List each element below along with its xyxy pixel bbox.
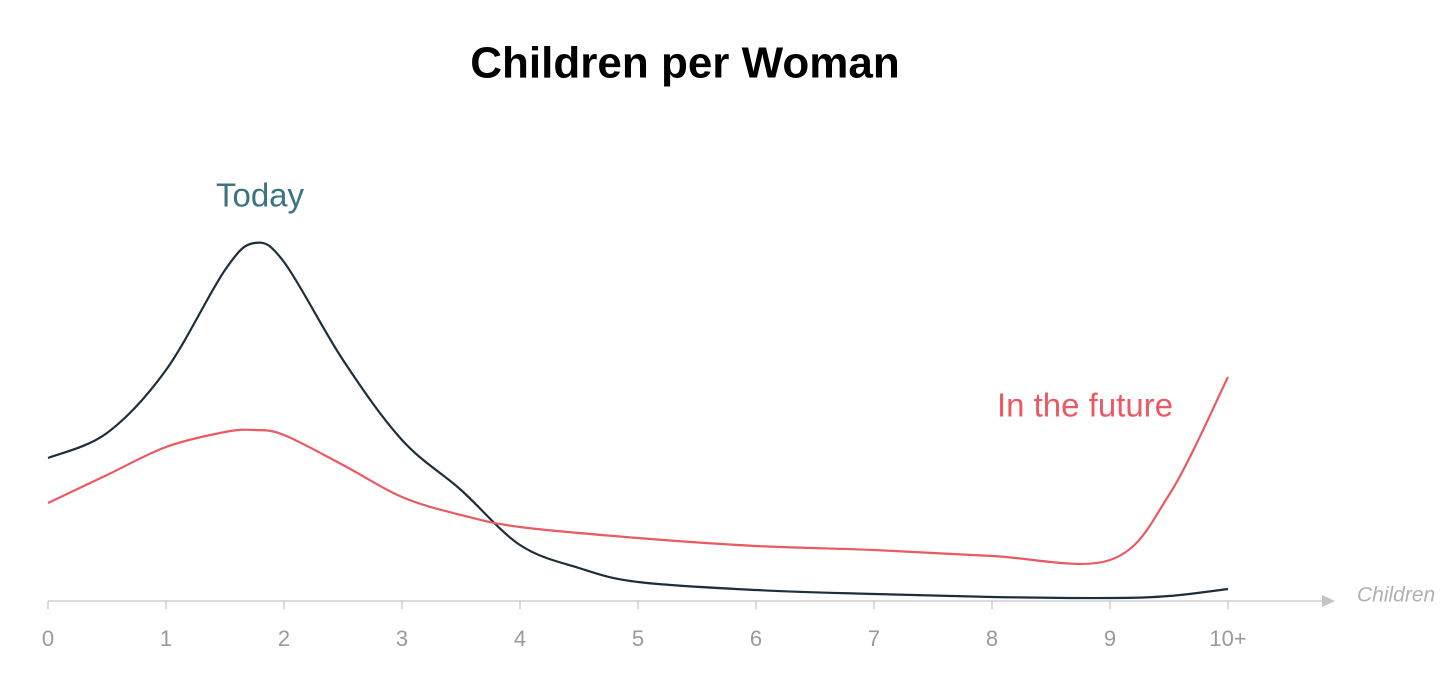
line	[47, 376, 1229, 565]
x-tick-label: 4	[514, 626, 526, 651]
series-label: In the future	[997, 387, 1173, 424]
x-tick-label: 2	[278, 626, 290, 651]
series-label: Today	[216, 177, 305, 214]
x-tick-label: 6	[750, 626, 762, 651]
x-tick-label: 10+	[1209, 626, 1246, 651]
x-tick-label: 3	[396, 626, 408, 651]
chart-title: Children per Woman	[470, 39, 899, 88]
x-tick-label: 0	[42, 626, 54, 651]
x-tick-label: 5	[632, 626, 644, 651]
x-tick-label: 8	[986, 626, 998, 651]
x-tick-label: 7	[868, 626, 880, 651]
x-axis-label: Children	[1357, 584, 1435, 607]
x-tick-label: 1	[160, 626, 172, 651]
axis-arrow	[1322, 595, 1335, 607]
x-tick-label: 9	[1104, 626, 1116, 651]
